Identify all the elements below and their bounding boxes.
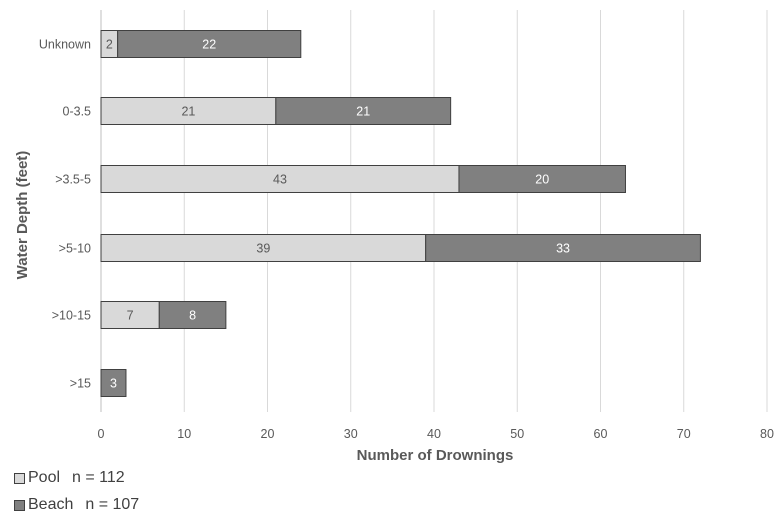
bar-beach: [425, 234, 701, 262]
pool-swatch: [14, 472, 25, 484]
bar-beach: [458, 165, 626, 193]
x-tick-label: 0: [98, 427, 105, 441]
gridlines: [100, 10, 768, 412]
y-tick-label: >15: [70, 377, 91, 391]
x-tick-label: 50: [510, 427, 524, 441]
legend-pool-label: Pool: [28, 469, 61, 486]
y-axis-title: Water Depth (feet): [14, 151, 31, 280]
bar-pool: [100, 165, 460, 193]
x-tick-label: 40: [427, 427, 441, 441]
data-label: 3: [110, 377, 117, 391]
data-label: 20: [535, 173, 549, 187]
bar-pool: [100, 234, 427, 262]
data-label: 21: [356, 105, 370, 119]
x-tick-label: 20: [261, 427, 275, 441]
y-tick-label: 0-3.5: [63, 105, 92, 119]
legend-pool-count: n = 112: [72, 469, 125, 486]
y-tick-label: >3.5-5: [55, 173, 91, 187]
bar-beach: [275, 97, 452, 125]
x-tick-label: 60: [594, 427, 608, 441]
legend-beach: Beach n = 107: [14, 496, 139, 514]
x-tick-label: 30: [344, 427, 358, 441]
bar-beach: [158, 301, 227, 329]
y-tick-label: >5-10: [59, 242, 91, 256]
legend-beach-label: Beach: [28, 496, 74, 513]
y-tick-label: >10-15: [52, 309, 91, 323]
x-tick-label: 10: [177, 427, 191, 441]
y-tick-label: Unknown: [39, 38, 91, 52]
data-label: 8: [189, 309, 196, 323]
data-label: 7: [127, 309, 134, 323]
tick-labels: 0 10 20 30 40 50 60 70 80 Unknown 0-3.5 >3.5-5 >5-10…: [39, 38, 774, 442]
legend-pool: Pool n = 112: [14, 469, 125, 487]
data-label: 2: [106, 38, 113, 52]
data-label: 39: [256, 242, 270, 256]
data-label: 22: [202, 38, 216, 52]
bar-beach: [117, 30, 302, 58]
x-tick-label: 70: [677, 427, 691, 441]
beach-swatch: [14, 499, 25, 511]
bar-pool: [100, 97, 277, 125]
data-label: 43: [273, 173, 287, 187]
data-label: 21: [181, 105, 195, 119]
data-label: 33: [556, 242, 570, 256]
x-tick-label: 80: [760, 427, 774, 441]
bar-beach: [100, 369, 127, 397]
legend-beach-count: n = 107: [85, 496, 140, 513]
x-axis-title: Number of Drownings: [357, 447, 514, 464]
